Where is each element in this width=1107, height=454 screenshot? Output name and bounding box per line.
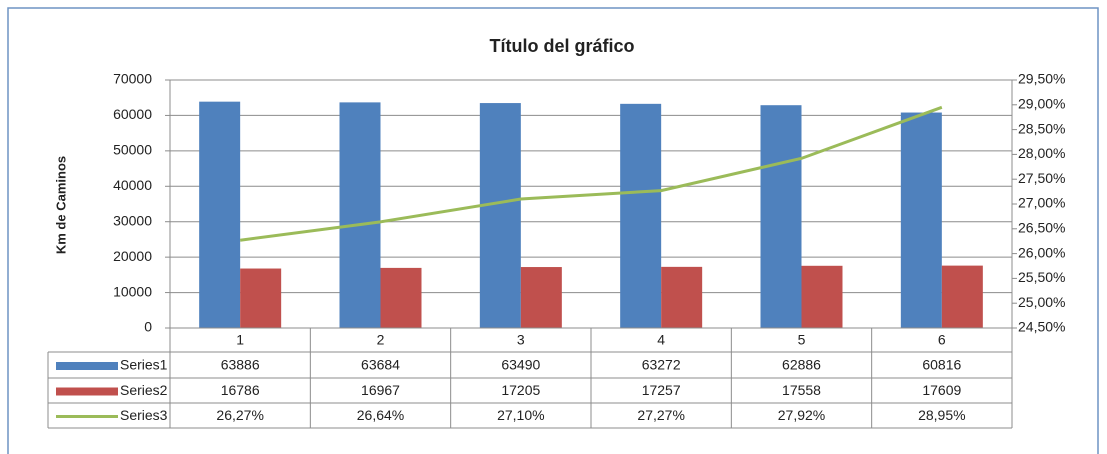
x-tick-label: 1: [236, 332, 244, 348]
y-tick-label: 60000: [113, 106, 152, 122]
table-value: 27,10%: [497, 407, 544, 423]
legend-label: Series3: [120, 407, 168, 423]
bar: [941, 265, 983, 328]
table-value: 17609: [922, 382, 961, 398]
legend-key: [56, 387, 118, 396]
table-value: 27,92%: [778, 407, 825, 423]
table-value: 17257: [642, 382, 681, 398]
table-value: 17205: [501, 382, 540, 398]
table-value: 63886: [221, 357, 260, 373]
y2-tick-label: 25,00%: [1018, 294, 1065, 310]
bar: [900, 112, 942, 328]
y-tick-label: 20000: [113, 248, 152, 264]
bar: [760, 105, 802, 328]
table-value: 17558: [782, 382, 821, 398]
table-value: 16786: [221, 382, 260, 398]
table-value: 63490: [501, 357, 540, 373]
bar: [520, 267, 562, 328]
table-value: 16967: [361, 382, 400, 398]
y-tick-label: 50000: [113, 142, 152, 158]
y2-tick-label: 27,50%: [1018, 170, 1065, 186]
table-value: 26,27%: [216, 407, 263, 423]
bar: [240, 268, 282, 328]
legend-label: Series2: [120, 382, 168, 398]
y-tick-label: 30000: [113, 212, 152, 228]
y2-tick-label: 25,50%: [1018, 269, 1065, 285]
y2-tick-label: 29,00%: [1018, 96, 1065, 112]
bar: [339, 102, 381, 329]
y2-tick-label: 28,00%: [1018, 145, 1065, 161]
chart-title: Título del gráfico: [489, 36, 634, 56]
table-value: 63272: [642, 357, 681, 373]
x-tick-label: 6: [938, 332, 946, 348]
bar: [801, 265, 843, 328]
bar: [199, 101, 241, 328]
y-tick-label: 10000: [113, 283, 152, 299]
line-series: [239, 105, 943, 242]
table-value: 62886: [782, 357, 821, 373]
y-tick-label: 70000: [113, 71, 152, 87]
y2-tick-label: 26,00%: [1018, 244, 1065, 260]
x-tick-label: 4: [657, 332, 665, 348]
x-tick-label: 2: [377, 332, 385, 348]
y-axis-title: Km de Caminos: [53, 156, 68, 254]
table-value: 60816: [922, 357, 961, 373]
y2-tick-label: 28,50%: [1018, 120, 1065, 136]
bar: [661, 266, 703, 328]
bar: [620, 103, 662, 329]
bar: [479, 103, 521, 329]
table-value: 26,64%: [357, 407, 404, 423]
x-tick-label: 3: [517, 332, 525, 348]
y2-tick-label: 29,50%: [1018, 71, 1065, 87]
table-value: 63684: [361, 357, 400, 373]
y2-tick-label: 24,50%: [1018, 319, 1065, 335]
y2-tick-label: 27,00%: [1018, 195, 1065, 211]
bar: [380, 267, 422, 328]
table-value: 27,27%: [637, 407, 684, 423]
y-tick-label: 0: [144, 319, 152, 335]
table-value: 28,95%: [918, 407, 965, 423]
legend-key: [56, 362, 118, 370]
y2-tick-label: 26,50%: [1018, 220, 1065, 236]
x-tick-label: 5: [798, 332, 806, 348]
legend-label: Series1: [120, 357, 168, 373]
y-tick-label: 40000: [113, 177, 152, 193]
